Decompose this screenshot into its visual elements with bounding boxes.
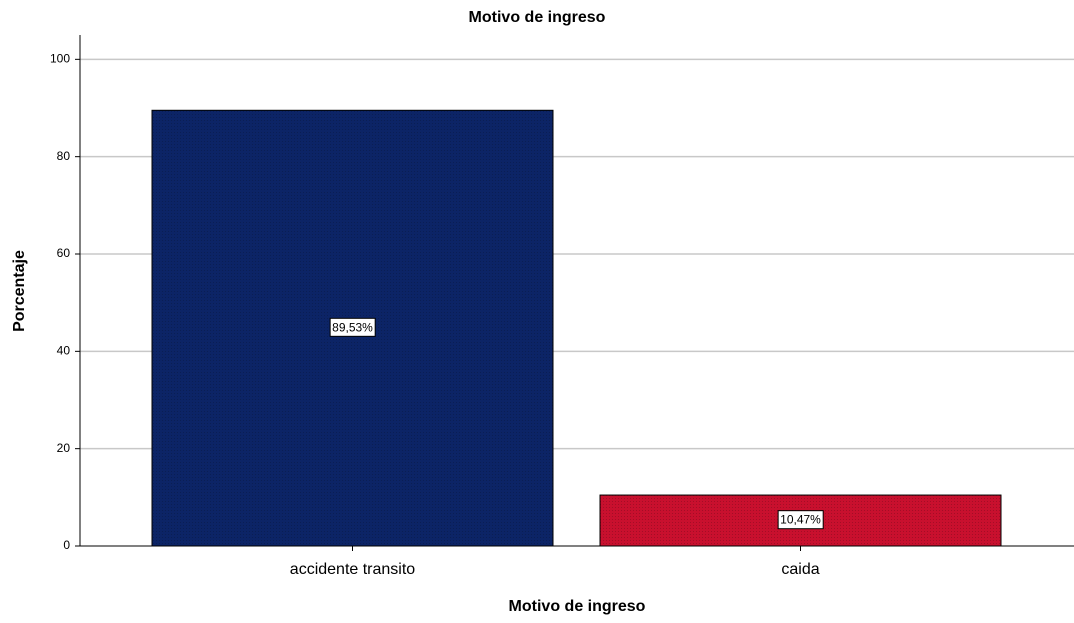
y-tick-label: 40 [57,344,71,358]
value-label-box [329,317,376,337]
y-tick-label: 100 [50,52,70,66]
y-tick-label: 20 [57,441,71,455]
value-label-box [777,510,824,530]
y-tick-label: 60 [57,246,71,260]
value-label: 89,53% [332,320,373,334]
x-tick-label: accidente transito [290,561,416,578]
chart-title: Motivo de ingreso [469,9,606,26]
x-axis-label: Motivo de ingreso [509,598,646,615]
x-tick-label: caida [781,561,819,578]
value-label: 10,47% [780,513,821,527]
y-tick-label: 80 [57,149,71,163]
y-axis-label: Porcentaje [11,250,28,332]
y-tick-label: 0 [63,538,70,552]
